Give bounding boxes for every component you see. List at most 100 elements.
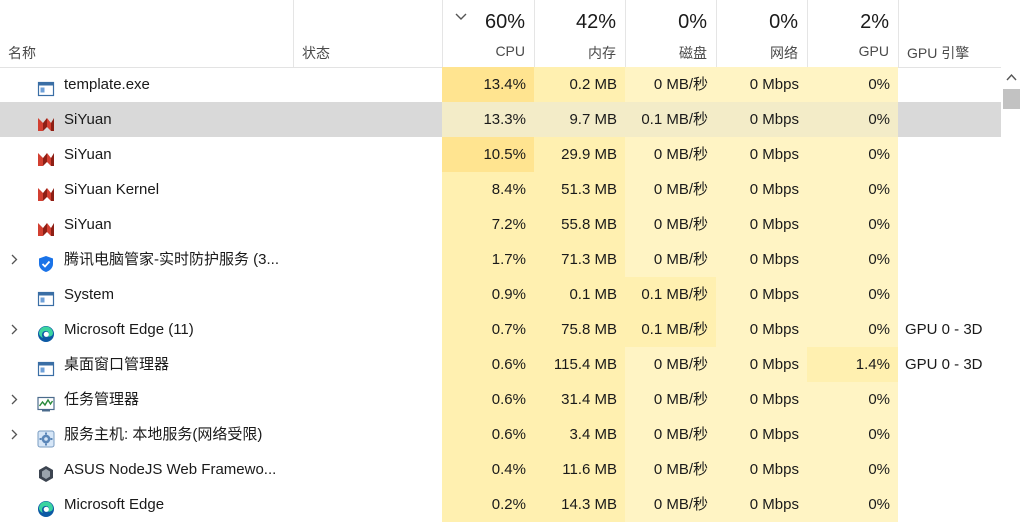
- memory-value: 75.8 MB: [534, 312, 625, 347]
- process-row[interactable]: 任务管理器 0.6% 31.4 MB 0 MB/秒 0 Mbps 0%: [0, 382, 1001, 417]
- disk-value: 0.1 MB/秒: [625, 277, 716, 312]
- memory-value: 9.7 MB: [534, 102, 625, 137]
- hexagon-icon: [37, 461, 55, 482]
- network-value: 0 Mbps: [716, 242, 807, 277]
- disk-value: 0 MB/秒: [625, 67, 716, 102]
- column-header: 名称 状态 60% CPU 42% 内存 0% 磁盘 0% 网络 2% GPU …: [0, 0, 1022, 68]
- network-total: 0%: [769, 11, 798, 33]
- memory-value: 115.4 MB: [534, 347, 625, 382]
- sort-descending-icon: [455, 13, 467, 20]
- column-gpu-label: GPU: [858, 43, 889, 59]
- siyuan-icon: [37, 146, 55, 166]
- cpu-value: 0.6%: [442, 417, 534, 452]
- process-row[interactable]: 腾讯电脑管家-实时防护服务 (3... 1.7% 71.3 MB 0 MB/秒 0 Mb…: [0, 242, 1001, 277]
- process-name-cell: SiYuan: [0, 207, 293, 242]
- column-status[interactable]: 状态: [293, 0, 442, 67]
- process-name: SiYuan: [64, 216, 112, 233]
- network-value: 0 Mbps: [716, 452, 807, 487]
- column-cpu[interactable]: 60% CPU: [442, 0, 534, 67]
- network-value: 0 Mbps: [716, 207, 807, 242]
- column-disk[interactable]: 0% 磁盘: [625, 0, 716, 67]
- process-row[interactable]: Microsoft Edge 0.2% 14.3 MB 0 MB/秒 0 Mbps 0%: [0, 487, 1001, 522]
- gear-icon: [37, 426, 55, 448]
- memory-value: 31.4 MB: [534, 382, 625, 417]
- expand-chevron-icon[interactable]: [10, 429, 18, 440]
- expand-chevron-icon[interactable]: [10, 324, 18, 335]
- process-name-cell: 腾讯电脑管家-实时防护服务 (3...: [0, 242, 293, 277]
- gpu-total: 2%: [860, 11, 889, 33]
- column-cpu-label: CPU: [495, 43, 525, 59]
- process-row[interactable]: ASUS NodeJS Web Framewo... 0.4% 11.6 MB 0 M…: [0, 452, 1001, 487]
- process-name-cell: SiYuan: [0, 102, 293, 137]
- cpu-total: 60%: [484, 11, 525, 33]
- process-name-cell: 桌面窗口管理器: [0, 347, 293, 382]
- expand-chevron-icon[interactable]: [10, 394, 18, 405]
- process-row[interactable]: Microsoft Edge (11) 0.7% 75.8 MB 0.1 MB/秒 0 …: [0, 312, 1001, 347]
- disk-value: 0 MB/秒: [625, 452, 716, 487]
- siyuan-icon: [37, 216, 55, 236]
- scrollbar-thumb[interactable]: [1003, 89, 1020, 109]
- memory-value: 3.4 MB: [534, 417, 625, 452]
- process-row[interactable]: System 0.9% 0.1 MB 0.1 MB/秒 0 Mbps 0%: [0, 277, 1001, 312]
- process-row[interactable]: SiYuan Kernel 8.4% 51.3 MB 0 MB/秒 0 Mbps 0%: [0, 172, 1001, 207]
- cpu-value: 1.7%: [442, 242, 534, 277]
- cpu-value: 0.9%: [442, 277, 534, 312]
- expand-chevron-icon[interactable]: [10, 254, 18, 265]
- process-name-cell: Microsoft Edge: [0, 487, 293, 522]
- vertical-scrollbar[interactable]: [1001, 67, 1022, 514]
- cpu-value: 0.2%: [442, 487, 534, 522]
- process-row[interactable]: 服务主机: 本地服务(网络受限) 0.6% 3.4 MB 0 MB/秒 0 Mbps 0%: [0, 417, 1001, 452]
- gpu-engine-value: [898, 172, 1001, 207]
- process-name-cell: ASUS NodeJS Web Framewo...: [0, 452, 293, 487]
- process-row[interactable]: 桌面窗口管理器 0.6% 115.4 MB 0 MB/秒 0 Mbps 1.4% GPU 0…: [0, 347, 1001, 382]
- gpu-value: 0%: [807, 207, 898, 242]
- process-status-cell: [293, 102, 442, 137]
- column-network[interactable]: 0% 网络: [716, 0, 807, 67]
- cpu-value: 13.3%: [442, 102, 534, 137]
- process-name: template.exe: [64, 76, 150, 93]
- window-app-icon: [37, 286, 55, 307]
- network-value: 0 Mbps: [716, 347, 807, 382]
- process-row[interactable]: SiYuan 13.3% 9.7 MB 0.1 MB/秒 0 Mbps 0%: [0, 102, 1001, 137]
- process-name-cell: 服务主机: 本地服务(网络受限): [0, 417, 293, 452]
- gpu-engine-value: [898, 102, 1001, 137]
- process-name: 服务主机: 本地服务(网络受限): [64, 426, 263, 443]
- column-name[interactable]: 名称: [0, 0, 293, 67]
- siyuan-icon: [37, 111, 55, 131]
- process-row[interactable]: SiYuan 7.2% 55.8 MB 0 MB/秒 0 Mbps 0%: [0, 207, 1001, 242]
- window-app-icon: [37, 356, 55, 377]
- column-status-label: 状态: [302, 45, 330, 61]
- column-gpu-engine[interactable]: GPU 引擎: [898, 0, 1001, 67]
- edge-icon: [37, 321, 55, 342]
- process-name-cell: SiYuan Kernel: [0, 172, 293, 207]
- process-name-cell: System: [0, 277, 293, 312]
- process-status-cell: [293, 382, 442, 417]
- process-status-cell: [293, 137, 442, 172]
- scroll-up-icon[interactable]: [1006, 73, 1017, 81]
- memory-value: 11.6 MB: [534, 452, 625, 487]
- network-value: 0 Mbps: [716, 277, 807, 312]
- process-row[interactable]: SiYuan 10.5% 29.9 MB 0 MB/秒 0 Mbps 0%: [0, 137, 1001, 172]
- cpu-value: 8.4%: [442, 172, 534, 207]
- cpu-value: 13.4%: [442, 67, 534, 102]
- process-name: 桌面窗口管理器: [64, 356, 170, 373]
- gpu-value: 0%: [807, 417, 898, 452]
- column-gpu[interactable]: 2% GPU: [807, 0, 898, 67]
- network-value: 0 Mbps: [716, 172, 807, 207]
- process-status-cell: [293, 452, 442, 487]
- disk-value: 0 MB/秒: [625, 242, 716, 277]
- cpu-value: 10.5%: [442, 137, 534, 172]
- edge-icon: [37, 496, 55, 517]
- disk-value: 0 MB/秒: [625, 172, 716, 207]
- network-value: 0 Mbps: [716, 67, 807, 102]
- gpu-engine-value: [898, 207, 1001, 242]
- column-memory[interactable]: 42% 内存: [534, 0, 625, 67]
- process-name: 腾讯电脑管家-实时防护服务 (3...: [64, 251, 280, 268]
- gpu-value: 1.4%: [807, 347, 898, 382]
- gpu-value: 0%: [807, 382, 898, 417]
- gpu-value: 0%: [807, 172, 898, 207]
- process-status-cell: [293, 277, 442, 312]
- gpu-value: 0%: [807, 277, 898, 312]
- process-row[interactable]: template.exe 13.4% 0.2 MB 0 MB/秒 0 Mbps 0%: [0, 67, 1001, 102]
- process-name: ASUS NodeJS Web Framewo...: [64, 461, 277, 478]
